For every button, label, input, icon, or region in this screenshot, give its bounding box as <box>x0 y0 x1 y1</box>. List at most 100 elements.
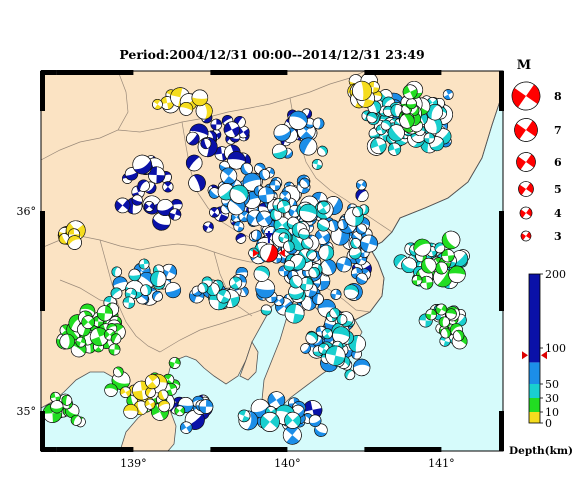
magnitude-legend-item-8: 8 <box>511 81 562 111</box>
focal-mechanism-534 <box>332 326 351 345</box>
focal-mechanism-78 <box>169 208 182 221</box>
focal-mechanism-388 <box>165 282 182 299</box>
focal-mechanism-254 <box>282 425 302 445</box>
focal-mechanism-583 <box>122 296 135 309</box>
magnitude-legend-symbol-5 <box>518 181 534 197</box>
focal-mechanism-757 <box>406 98 417 110</box>
focal-mechanism-517 <box>343 284 359 300</box>
depth-tick-label-200: 200 <box>545 268 566 281</box>
focal-mechanism-513 <box>316 200 331 215</box>
focal-mechanism-layer <box>42 72 470 445</box>
focal-mechanism-118 <box>267 391 286 409</box>
focal-mechanism-519 <box>283 240 295 253</box>
focal-mechanism-77 <box>200 138 212 150</box>
focal-mechanism-572 <box>325 345 346 366</box>
focal-mechanism-721 <box>452 329 465 342</box>
focal-mechanism-405 <box>355 272 368 285</box>
focal-mechanism-50 <box>223 121 241 138</box>
focal-mechanism-143 <box>240 162 253 176</box>
x-tick-label-0: 139° <box>120 457 147 470</box>
focal-mechanism-41 <box>143 201 155 212</box>
focal-mechanism-444 <box>260 304 272 316</box>
focal-mechanism-157 <box>352 358 371 377</box>
focal-mechanism-69 <box>209 207 220 218</box>
depth-band-0 <box>529 412 540 423</box>
focal-mechanism-495 <box>229 276 243 290</box>
x-tick-label-2: 141° <box>428 457 455 470</box>
map-frame <box>40 70 504 452</box>
focal-mechanism-787 <box>144 398 156 410</box>
focal-mechanism-232 <box>299 137 318 156</box>
focal-mechanism-504 <box>284 303 305 324</box>
focal-mechanism-11 <box>185 154 203 172</box>
focal-mechanism-37 <box>188 174 206 192</box>
focal-mechanism-664 <box>441 230 461 250</box>
depth-band-1 <box>529 398 540 412</box>
focal-mechanism-751 <box>110 333 122 345</box>
x-tick-label-1: 140° <box>274 457 301 470</box>
focal-mechanism-166 <box>330 288 342 300</box>
focal-mechanism-797 <box>123 404 139 419</box>
main-epicenter-marker <box>252 231 285 263</box>
focal-mechanism-321 <box>312 293 324 305</box>
focal-mechanism-615 <box>439 335 451 347</box>
focal-mechanism-212 <box>180 421 193 434</box>
focal-mechanism-345 <box>442 89 454 100</box>
focal-mechanism-34 <box>132 154 152 175</box>
y-tick-label-1: 36° <box>17 205 37 218</box>
focal-mechanism-752 <box>399 113 415 129</box>
focal-mechanism-783 <box>119 386 132 398</box>
focal-mechanism-535 <box>253 265 270 282</box>
focal-mechanism-753 <box>50 400 64 414</box>
focal-mechanism-79 <box>235 233 247 244</box>
magnitude-legend-label-5: 5 <box>554 183 562 196</box>
magnitude-legend-label-3: 3 <box>554 230 562 243</box>
magnitude-legend-item-4: 4 <box>519 206 562 220</box>
land-miura-peninsula <box>239 341 259 381</box>
focal-mechanism-619 <box>380 119 392 131</box>
coastline <box>354 91 503 321</box>
focal-mechanism-98 <box>355 179 367 191</box>
axis-labels: 139° 140° 141° 35° 36° <box>17 205 455 470</box>
focal-mechanism-520 <box>352 206 364 218</box>
focal-mechanism-703 <box>413 238 432 257</box>
focal-mechanism-327 <box>273 124 291 142</box>
focal-mechanism-589 <box>111 266 123 278</box>
focal-mechanism-594 <box>387 142 402 156</box>
focal-mechanism-528 <box>317 145 328 157</box>
magnitude-legend-label-8: 8 <box>554 90 562 103</box>
focal-mechanism-617 <box>434 242 446 254</box>
focal-mechanism-524 <box>216 289 231 304</box>
magnitude-legend-symbol-4 <box>519 206 533 220</box>
focal-mechanism-296 <box>220 167 238 185</box>
focal-mechanism-742 <box>61 394 73 406</box>
depth-scale-label: Depth(km) <box>509 445 573 457</box>
focal-mechanism-567 <box>336 314 348 325</box>
map-area <box>41 71 503 451</box>
focal-mechanism-453 <box>301 237 314 250</box>
depth-band-4 <box>529 274 540 363</box>
focal-mechanism-51 <box>131 194 143 206</box>
magnitude-legend-symbol-7 <box>514 118 538 142</box>
focal-mechanism-659 <box>445 308 457 320</box>
focal-mechanism-730 <box>70 414 82 426</box>
focal-mechanism-566 <box>424 115 443 135</box>
focal-mechanism-403 <box>198 399 214 414</box>
magnitude-legend-item-7: 7 <box>514 118 562 142</box>
focal-mechanism-800 <box>152 99 163 110</box>
magnitude-legend-item-3: 3 <box>520 230 562 243</box>
depth-band-3 <box>529 362 540 384</box>
focal-mechanism-12 <box>152 212 171 231</box>
depth-marker-left <box>522 351 528 360</box>
magnitude-legend-label-4: 4 <box>554 207 562 220</box>
focal-mechanism-523 <box>298 228 310 240</box>
focal-mechanism-807 <box>191 89 209 107</box>
focal-mechanism-354 <box>257 186 275 204</box>
focal-mechanism-509 <box>321 328 333 340</box>
focal-mechanism-714 <box>168 357 181 369</box>
magnitude-legend-symbol-3 <box>520 230 532 242</box>
magnitude-legend-label-6: 6 <box>554 156 562 169</box>
focal-mechanism-389 <box>258 169 271 181</box>
focal-mechanism-454 <box>229 184 249 204</box>
focal-mechanism-30 <box>210 118 223 131</box>
